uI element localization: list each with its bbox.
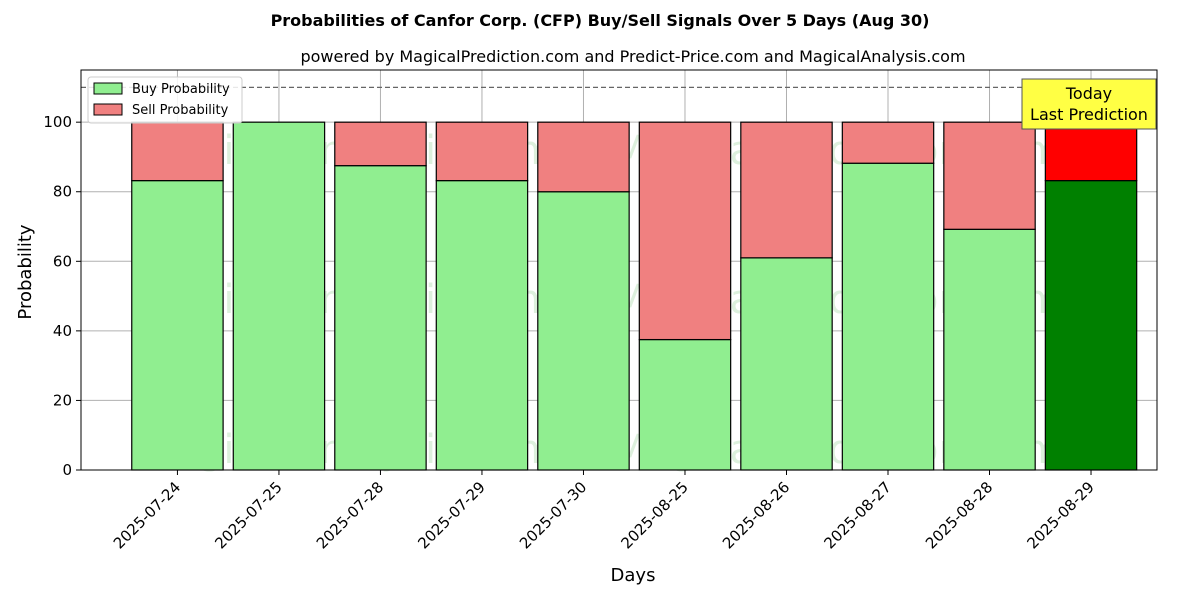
y-tick-label: 40 [53,322,72,340]
y-tick-label: 0 [62,461,72,479]
chart-subtitle: powered by MagicalPrediction.com and Pre… [300,47,965,66]
legend-swatch-sell [93,103,123,116]
sell-bar [334,121,427,167]
today-annotation-box [1021,78,1157,130]
x-tick-label: 2025-07-25 [211,478,285,552]
x-axis-label: Days [611,565,656,586]
buy-bar [1044,180,1138,471]
buy-bar [638,338,732,471]
legend-swatch-buy [93,82,123,95]
sell-bar [537,121,630,193]
plot-frame [80,69,1158,471]
today-annotation: Today Last Prediction [1021,78,1157,130]
x-tick-label: 2025-08-26 [719,478,793,552]
buy-bar [232,121,326,471]
sell-bar [638,121,732,341]
y-tick-label: 80 [53,183,72,201]
today-label: Today [1065,84,1112,103]
x-tick-label: 2025-08-28 [922,478,996,552]
bar-layer [131,121,1138,471]
buy-bar [740,257,833,471]
x-tick-label: 2025-08-27 [820,478,894,552]
y-axis-label: Probability [15,224,36,319]
buy-bar [537,191,630,471]
sell-bar [1044,121,1138,182]
legend-frame [87,76,243,124]
x-tick-label: 2025-08-29 [1023,478,1097,552]
y-tick-label: 100 [43,113,72,131]
y-tick-label: 20 [53,391,72,409]
legend-label-sell: Sell Probability [132,103,229,118]
buy-bar [841,162,935,471]
buy-bar [131,180,224,471]
sell-bar [740,121,833,259]
buy-bar [435,180,529,471]
y-tick-label: 60 [53,252,72,270]
x-tick-label: 2025-07-24 [110,478,184,552]
x-tick-label: 2025-07-29 [414,478,488,552]
x-tick-label: 2025-07-28 [313,478,387,552]
x-tick-label: 2025-07-30 [516,478,590,552]
chart-title: Probabilities of Canfor Corp. (CFP) Buy/… [271,11,930,30]
legend: Buy Probability Sell Probability [87,76,243,124]
legend-label-buy: Buy Probability [132,82,230,97]
sell-bar [131,121,224,182]
sell-bar [841,121,935,164]
buy-bar [334,165,427,471]
last-prediction-label: Last Prediction [1030,105,1148,124]
sell-bar [943,121,1036,230]
x-tick-label: 2025-08-25 [617,478,691,552]
buy-bar [943,228,1036,471]
sell-bar [435,121,529,182]
